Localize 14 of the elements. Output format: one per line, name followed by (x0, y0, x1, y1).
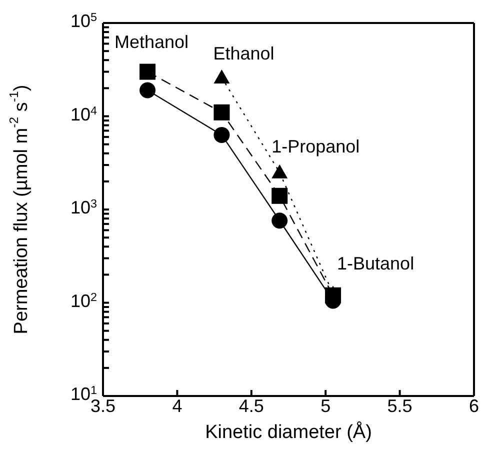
y-tick-label: 10$^{4}$ (70, 104, 98, 124)
annotation: 1-Propanol (272, 136, 360, 156)
annotation: Ethanol (213, 44, 274, 64)
x-tick-label: 5.5 (387, 396, 412, 416)
annotation: 1-Butanol (337, 254, 414, 274)
y-tick-label: 10$^{3}$ (70, 197, 97, 218)
x-axis-title: Kinetic diameter (Å) (205, 421, 372, 443)
y-tick-label: 10$^{2}$ (70, 290, 97, 311)
y-tick-label: 10$^{5}$ (70, 10, 98, 31)
x-tick-label: 6 (468, 396, 480, 416)
x-tick-label: 5 (320, 396, 331, 416)
annotation: Methanol (114, 32, 189, 52)
x-tick-label: 4.5 (238, 396, 264, 416)
x-tick-label: 4 (172, 396, 182, 416)
